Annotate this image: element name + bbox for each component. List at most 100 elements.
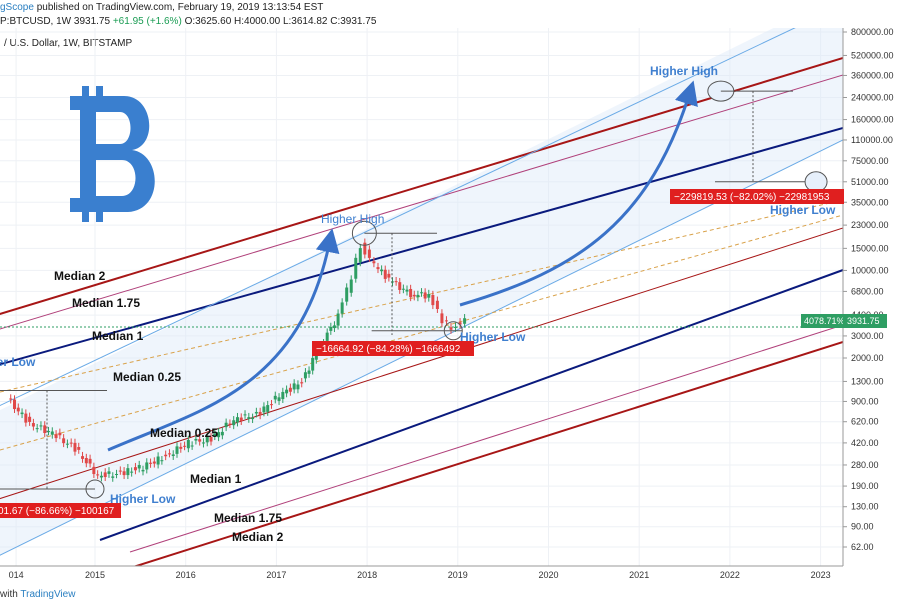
candle-down (118, 470, 122, 472)
svg-text:−229819.53 (−82.02%) −22981953: −229819.53 (−82.02%) −22981953 (674, 192, 830, 203)
candle-up (307, 370, 311, 374)
candle-down (409, 288, 413, 298)
median-1-75-bottom-line (129, 324, 843, 553)
median-1-top-line (0, 127, 843, 366)
y-tick-label: 10000.00 (851, 265, 889, 275)
candle-down (58, 432, 62, 436)
candle-up (340, 302, 344, 314)
label-higher-low-4: Higher Low (770, 203, 836, 217)
x-tick-label: 2018 (357, 570, 377, 580)
y-tick-label: 1300.00 (851, 376, 884, 386)
candle-up (160, 460, 164, 462)
candle-down (183, 445, 187, 447)
candle-down (69, 442, 73, 444)
candle-up (47, 431, 51, 433)
candle-up (39, 425, 43, 427)
curved-arrow-1 (107, 228, 340, 452)
price-tag-percent: 4078.71% (801, 314, 845, 328)
y-tick-label: 240000.00 (851, 93, 894, 103)
candle-up (156, 456, 160, 465)
symbol[interactable]: P:BTCUSD, 1W (0, 16, 72, 27)
candle-up (266, 405, 270, 412)
x-axis[interactable]: 014 2015 2016 2017 2018 2019 2020 2021 2022 2023 (0, 565, 843, 580)
x-tick-label: 2017 (266, 570, 286, 580)
y-tick-label: 160000.00 (851, 115, 894, 125)
candle-up (201, 442, 205, 444)
candle-down (239, 417, 243, 422)
candle-down (228, 423, 232, 425)
projected-low-marker (804, 171, 828, 193)
y-tick-label: 62.00 (851, 542, 874, 552)
label-higher-low-3: Higher Low (460, 330, 526, 344)
svg-text:−16664.92 (−84.28%) −1666492: −16664.92 (−84.28%) −1666492 (316, 344, 461, 355)
label-median175-top: Median 1.75 (72, 296, 140, 310)
median-1-75-top-line (0, 74, 843, 330)
candle-down (103, 472, 107, 478)
candle-up (354, 257, 358, 279)
candle-down (133, 467, 137, 471)
candle-down (431, 295, 435, 306)
candle-down (269, 404, 273, 406)
label-median1-top: Median 1 (92, 329, 144, 343)
candle-up (111, 476, 115, 478)
x-tick-label: 2021 (629, 570, 649, 580)
tradingview-logo[interactable]: TradingView (20, 589, 76, 600)
candle-up (345, 287, 349, 302)
candle-down (209, 436, 213, 442)
label-higher-high-2: Higher High (650, 64, 718, 78)
candle-up (141, 469, 145, 472)
candle-down (198, 439, 202, 442)
y-axis[interactable]: 800000.00 520000.00 360000.00 240000.00 1600… (842, 27, 894, 566)
ohlc-values: O:3625.60 H:4000.00 L:3614.82 C:3931.75 (184, 16, 377, 27)
candle-up (175, 446, 179, 454)
candle-down (167, 453, 171, 455)
y-tick-label: 2000.00 (851, 353, 884, 363)
candle-down (440, 313, 444, 324)
candle-down (300, 382, 304, 384)
candle-up (107, 471, 111, 474)
svg-text:4078.71%: 4078.71% (804, 316, 845, 326)
candle-down (423, 292, 427, 299)
candle-up (217, 432, 221, 438)
candle-up (171, 454, 175, 457)
candle-up (50, 431, 54, 435)
measure-box-mid: −16664.92 (−84.28%) −1666492 (312, 341, 474, 356)
chart-subtitle: / U.S. Dollar, 1W, BITSTAMP (4, 38, 133, 49)
publisher-name[interactable]: gScope (0, 2, 34, 13)
candle-up (213, 433, 217, 437)
median-0-25-dashed-lower (0, 214, 843, 451)
candle-up (277, 397, 281, 401)
y-tick-label: 110000.00 (851, 135, 893, 145)
candle-up (205, 436, 209, 443)
label-median025-bot: Median 0.25 (150, 426, 218, 440)
candle-up (303, 372, 307, 379)
label-higher-high-1: Higher High (321, 212, 384, 226)
last-price: 3931.75 (73, 16, 111, 27)
candle-down (149, 462, 153, 464)
x-tick-label: 2023 (811, 570, 831, 580)
candle-up (296, 384, 300, 390)
svg-text:3931.75: 3931.75 (847, 316, 880, 326)
candle-up (405, 289, 409, 292)
y-tick-label: 900.00 (851, 396, 879, 406)
candle-up (427, 294, 431, 298)
candle-up (292, 383, 296, 390)
candle-down (92, 466, 96, 475)
candle-up (194, 438, 198, 441)
median-mid-red-line (0, 227, 843, 500)
candle-down (363, 242, 367, 255)
candle-up (420, 292, 424, 294)
candle-down (81, 456, 85, 459)
candle-up (35, 428, 39, 430)
candle-down (383, 269, 387, 279)
candle-up (130, 471, 134, 473)
y-tick-label: 6800.00 (851, 286, 884, 296)
candle-down (77, 447, 81, 450)
candle-up (281, 391, 285, 400)
candle-up (137, 465, 141, 469)
candle-up (416, 294, 420, 298)
candle-down (84, 458, 88, 464)
y-tick-label: 23000.00 (851, 220, 889, 230)
candle-down (394, 281, 398, 283)
